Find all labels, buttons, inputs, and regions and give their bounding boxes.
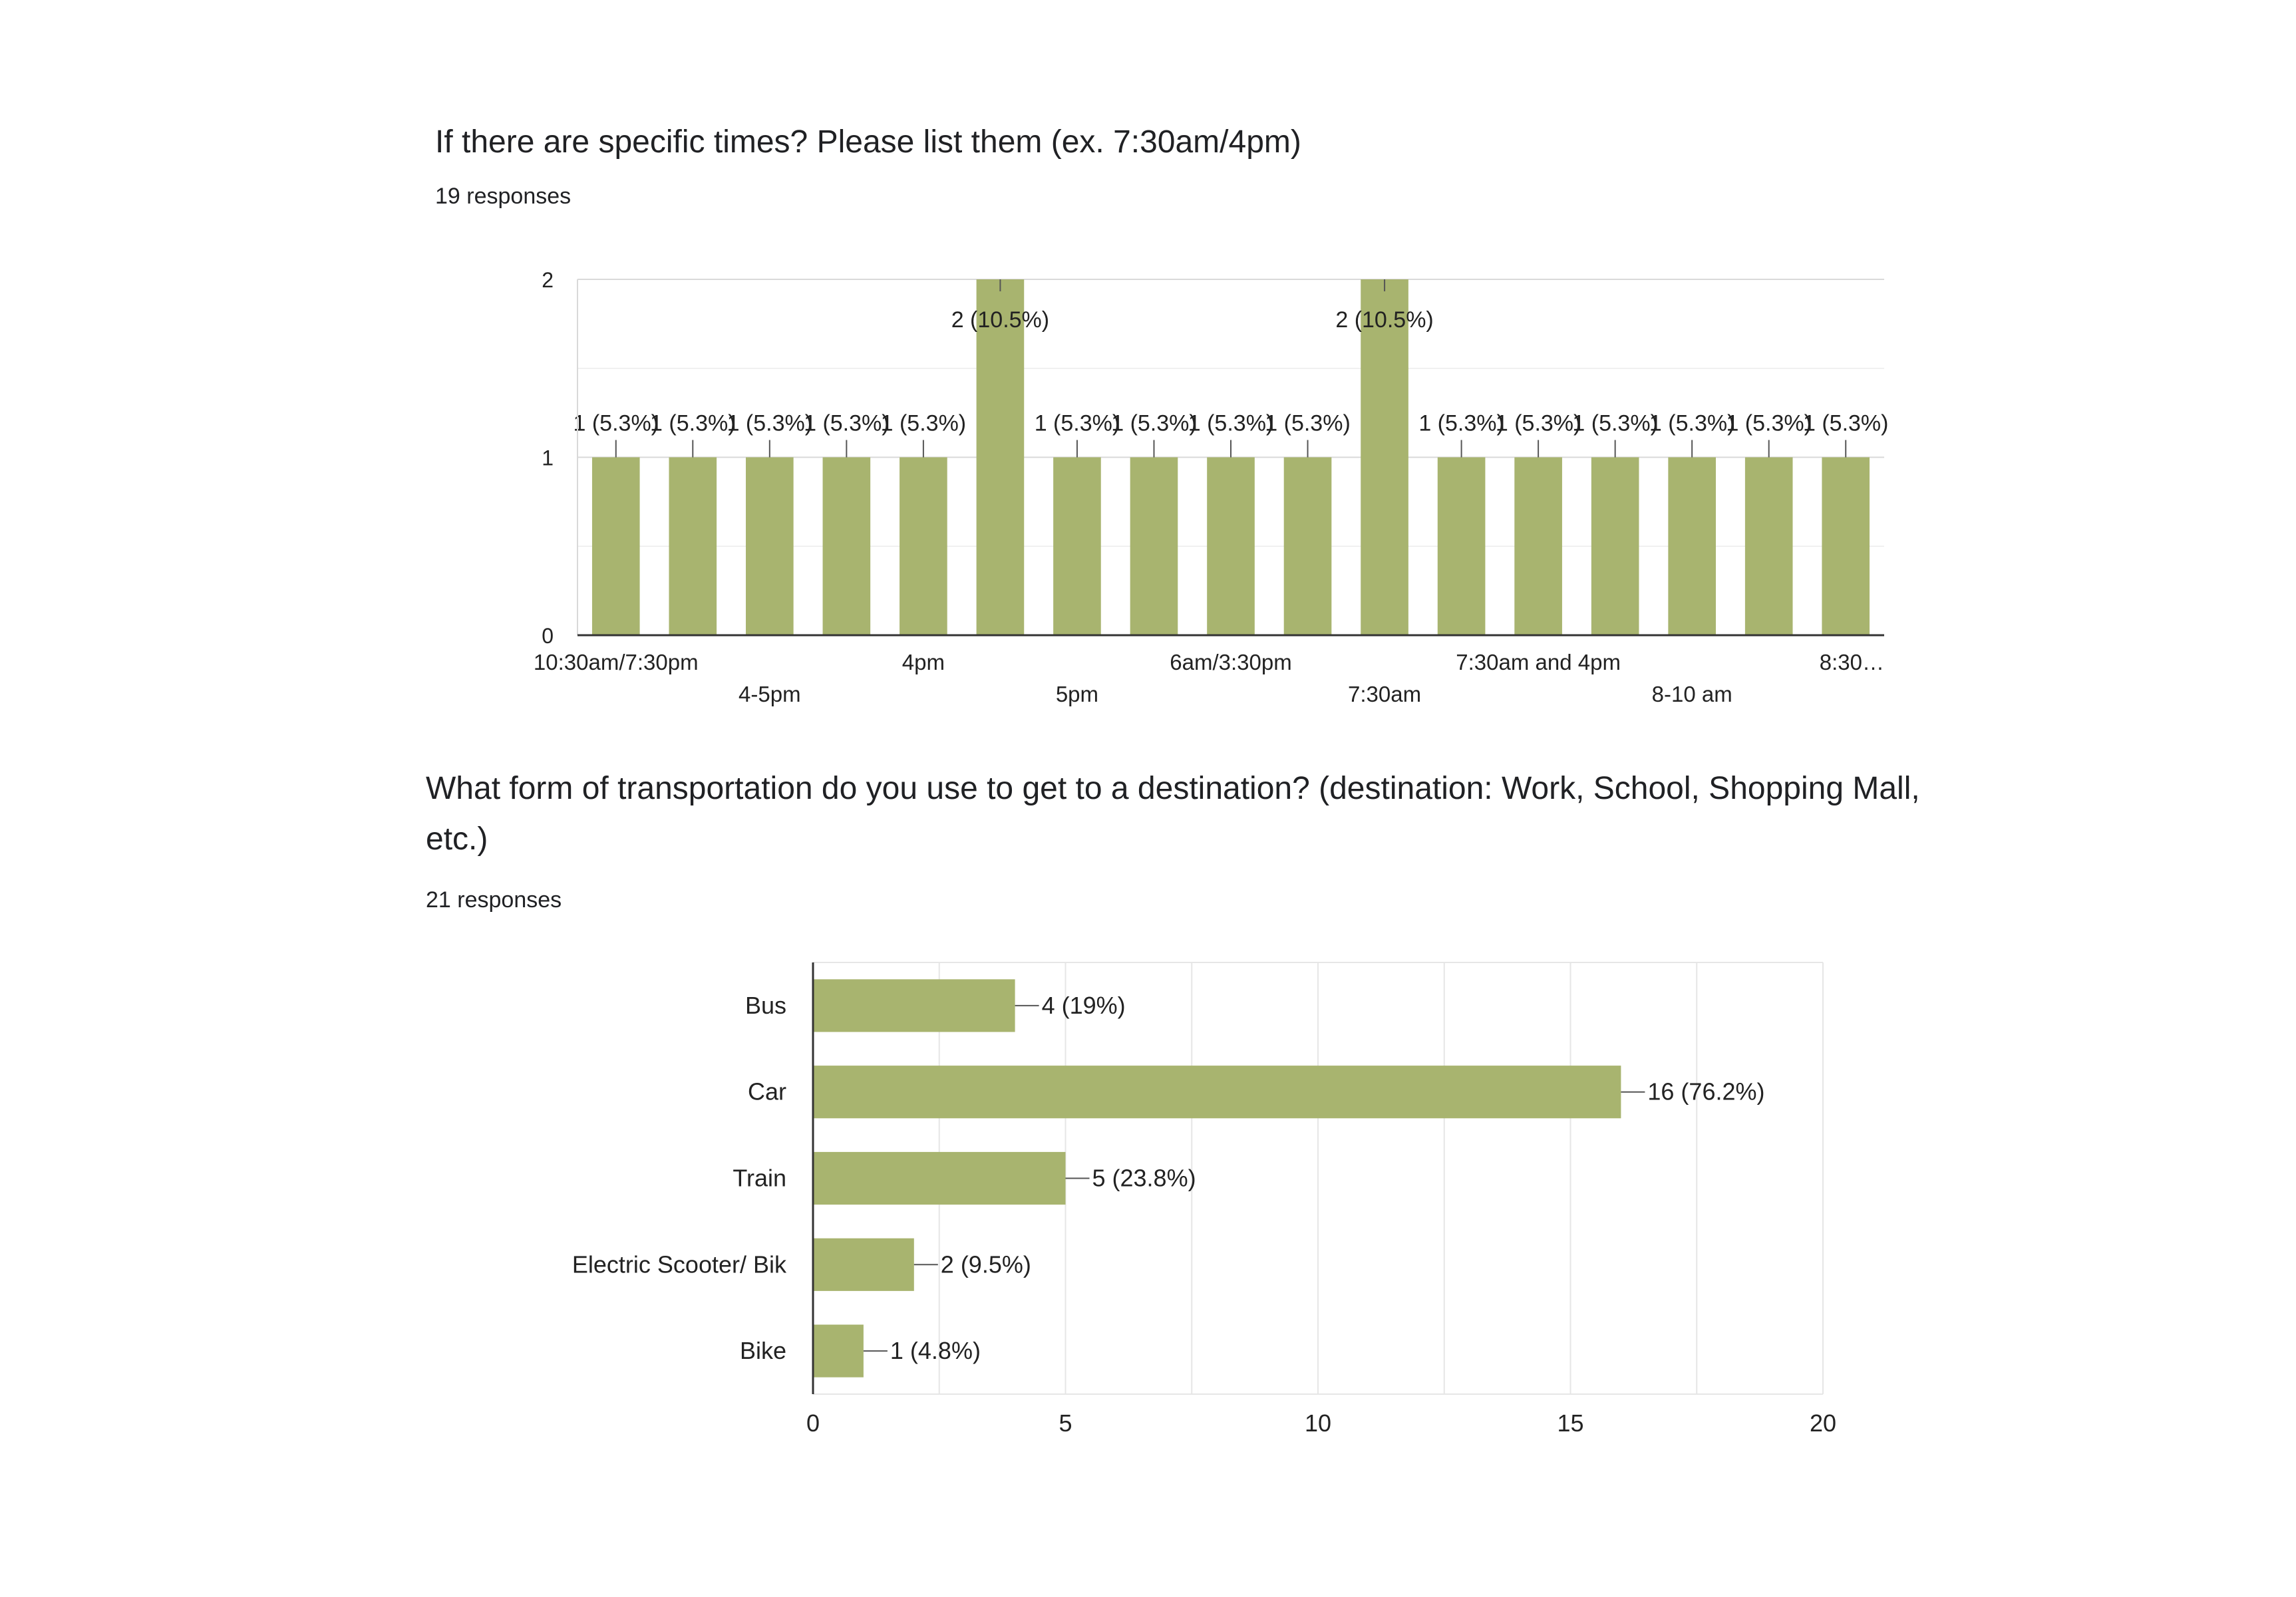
bar [976, 279, 1025, 635]
bar [1514, 457, 1562, 635]
y-tick-label: Bike [740, 1337, 786, 1364]
bar [813, 1238, 914, 1291]
x-tick-label: 4pm [902, 650, 945, 674]
data-label: 1 (5.3%) [1649, 411, 1735, 436]
x-tick-label: 10 [1305, 1409, 1331, 1437]
x-tick-label: 8:30… [1820, 650, 1884, 674]
bar [900, 457, 947, 635]
bar [822, 457, 871, 635]
data-label: 1 (5.3%) [574, 411, 659, 436]
bar [591, 457, 640, 635]
y-tick-label: 2 [542, 268, 554, 292]
data-label: 2 (10.5%) [951, 307, 1049, 333]
y-tick-label: Electric Scooter/ Bik [572, 1250, 787, 1278]
data-label: 1 (4.8%) [890, 1337, 981, 1364]
bar [1822, 457, 1870, 635]
y-tick-label: 0 [542, 624, 554, 648]
data-label: 1 (5.3%) [881, 411, 967, 436]
data-label: 2 (10.5%) [1335, 307, 1433, 333]
bar [813, 1066, 1621, 1119]
bar [1668, 457, 1716, 635]
bar [1283, 457, 1332, 635]
question-2-title: What form of transportation do you use t… [426, 771, 1920, 857]
data-label: 1 (5.3%) [1726, 411, 1812, 436]
bar [1591, 457, 1639, 635]
question-1-response-count: 19 responses [435, 184, 572, 209]
y-tick-label: Train [733, 1165, 786, 1192]
x-tick-label: 6am/3:30pm [1170, 650, 1291, 674]
data-label: 4 (19%) [1042, 992, 1126, 1019]
bar [1361, 279, 1408, 635]
x-tick-label: 5pm [1056, 682, 1098, 706]
data-label: 16 (76.2%) [1647, 1078, 1764, 1105]
y-tick-label: Car [748, 1078, 786, 1105]
data-label: 1 (5.3%) [1418, 411, 1504, 436]
x-tick-label: 0 [806, 1409, 820, 1437]
bar [1053, 457, 1101, 635]
bar [746, 457, 794, 635]
data-label: 1 (5.3%) [1265, 411, 1351, 436]
data-label: 1 (5.3%) [1496, 411, 1581, 436]
bar [813, 1151, 1066, 1205]
x-tick-label: 10:30am/7:30pm [534, 650, 699, 674]
data-label: 2 (9.5%) [941, 1250, 1031, 1278]
data-label: 5 (23.8%) [1092, 1165, 1196, 1192]
x-tick-label: 8-10 am [1652, 682, 1732, 706]
bar [1130, 457, 1178, 635]
data-label: 1 (5.3%) [650, 411, 736, 436]
data-label: 1 (5.3%) [1188, 411, 1274, 436]
y-tick-label: Bus [745, 992, 786, 1019]
x-tick-label: 4-5pm [738, 682, 801, 706]
x-tick-label: 7:30am [1348, 682, 1421, 706]
data-label: 1 (5.3%) [1111, 411, 1197, 436]
y-tick-label: 1 [542, 446, 554, 470]
bar [1207, 457, 1255, 635]
x-tick-label: 7:30am and 4pm [1456, 650, 1621, 674]
data-label: 1 (5.3%) [727, 411, 813, 436]
bar [1744, 457, 1793, 635]
bar [813, 979, 1015, 1032]
x-tick-label: 20 [1810, 1409, 1836, 1437]
data-label: 1 (5.3%) [1803, 411, 1889, 436]
data-label: 1 (5.3%) [1035, 411, 1120, 436]
bar [669, 457, 717, 635]
bar [1437, 457, 1486, 635]
bar [813, 1324, 864, 1378]
question-1-title: If there are specific times? Please list… [435, 124, 1301, 160]
x-tick-label: 15 [1557, 1409, 1583, 1437]
data-label: 1 (5.3%) [804, 411, 890, 436]
x-tick-label: 5 [1059, 1409, 1072, 1437]
question-2-response-count: 21 responses [426, 887, 562, 913]
data-label: 1 (5.3%) [1572, 411, 1658, 436]
